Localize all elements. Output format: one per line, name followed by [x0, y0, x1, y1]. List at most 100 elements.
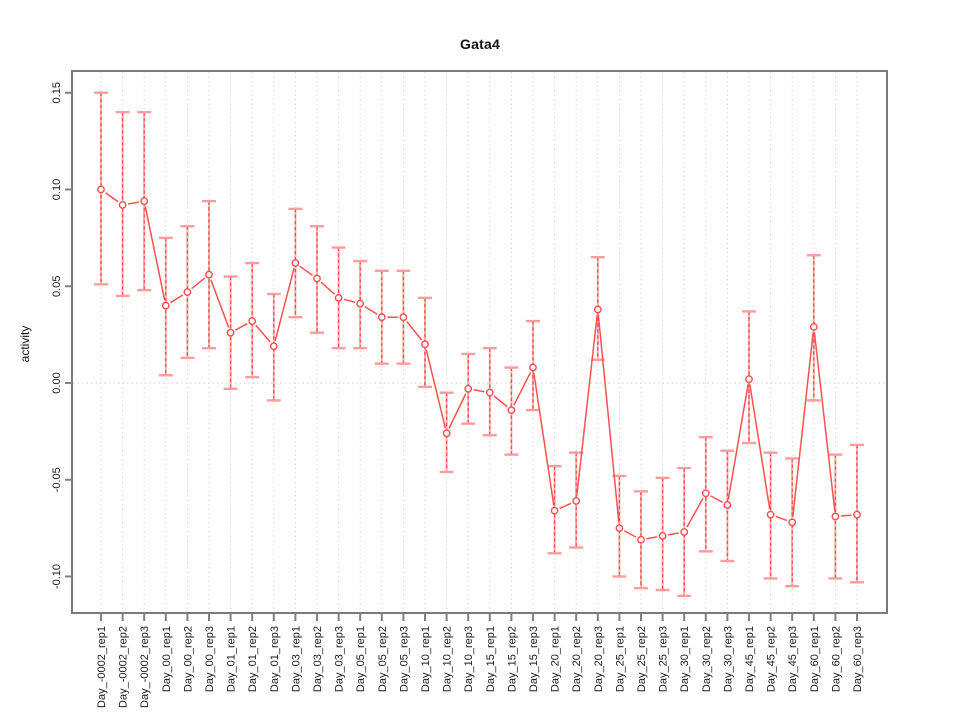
- data-point-marker: [313, 274, 321, 283]
- y-tick-label: 0.10: [51, 179, 63, 200]
- data-point-marker: [723, 501, 732, 509]
- x-tick-label: Day_05_rep1: [355, 626, 367, 692]
- series-segment: [533, 372, 555, 506]
- x-tick-label: Day_25_rep1: [614, 626, 626, 692]
- data-point-marker: [529, 363, 537, 372]
- x-tick-label: Day_45_rep1: [744, 626, 756, 692]
- data-point-marker: [788, 518, 797, 527]
- x-tick-label: Day_10_rep3: [463, 626, 475, 692]
- x-tick-label: Day_20_rep2: [571, 626, 583, 692]
- series-segment: [686, 497, 704, 528]
- series-segment: [343, 298, 356, 303]
- x-tick-label: Day_03_rep3: [334, 626, 346, 692]
- x-tick-label: Day_15_rep1: [485, 626, 497, 692]
- data-point-marker: [464, 384, 473, 393]
- series-segment: [274, 268, 295, 342]
- x-tick-label: Day_60_rep1: [809, 626, 821, 692]
- series-segment: [710, 495, 723, 503]
- data-point-marker: [853, 510, 861, 519]
- x-tick-label: Day_-0002_rep3: [139, 626, 151, 708]
- series-segment: [425, 349, 447, 429]
- series-segment: [235, 323, 248, 331]
- series-segment: [299, 265, 313, 276]
- series-segment: [364, 305, 378, 315]
- series-segment: [727, 384, 749, 500]
- y-tick-label: 0.15: [51, 82, 63, 103]
- y-tick-label: -0.05: [51, 467, 63, 492]
- data-point-marker: [593, 305, 602, 314]
- data-point-marker: [809, 322, 818, 331]
- x-tick-label: Day_45_rep3: [787, 626, 799, 692]
- x-tick-label: Day_20_rep1: [550, 626, 562, 692]
- series-segment: [792, 332, 814, 517]
- chart-title: Gata4: [460, 36, 500, 52]
- series-segment: [749, 384, 771, 510]
- x-tick-label: Day_60_rep3: [852, 626, 864, 692]
- x-tick-label: Day_-0002_rep1: [96, 626, 108, 708]
- data-point-marker: [334, 293, 343, 302]
- series-segment: [597, 314, 620, 523]
- data-point-marker: [766, 510, 775, 519]
- series-segment: [576, 314, 598, 496]
- x-tick-label: Day_01_rep2: [247, 626, 259, 692]
- data-point-marker: [291, 259, 300, 267]
- series-segment: [255, 324, 271, 343]
- x-tick-label: Day_15_rep3: [528, 626, 540, 692]
- series-segment: [105, 192, 119, 203]
- x-tick-label: Day_03_rep1: [290, 626, 302, 692]
- x-tick-label: Day_30_rep2: [701, 626, 713, 692]
- series-segment: [559, 502, 572, 510]
- data-point-marker: [745, 375, 753, 384]
- y-tick-label: -0.10: [51, 564, 63, 589]
- x-tick-label: Day_01_rep3: [269, 626, 281, 692]
- series-segment: [170, 294, 184, 304]
- series-segment: [840, 514, 852, 517]
- data-point-marker: [485, 388, 494, 397]
- series-segment: [623, 530, 637, 538]
- series-segment: [775, 515, 788, 522]
- data-point-marker: [701, 489, 710, 498]
- x-tick-label: Day_20_rep3: [593, 626, 605, 692]
- series-segment: [493, 395, 508, 408]
- data-point-marker: [269, 342, 278, 351]
- x-tick-label: Day_60_rep2: [830, 626, 842, 692]
- series-segment: [473, 389, 485, 393]
- series-segment: [513, 372, 532, 406]
- data-point-marker: [507, 406, 516, 414]
- data-point-marker: [118, 201, 127, 209]
- data-point-marker: [658, 531, 667, 540]
- x-tick-label: Day_25_rep2: [636, 626, 648, 692]
- data-point-marker: [550, 506, 559, 515]
- data-point-marker: [421, 340, 429, 349]
- y-tick-label: 0.00: [51, 372, 63, 393]
- data-point-marker: [637, 535, 645, 544]
- data-point-marker: [161, 301, 170, 310]
- x-tick-label: Day_45_rep2: [766, 626, 778, 692]
- data-point-marker: [226, 328, 235, 337]
- data-point-marker: [399, 313, 408, 322]
- series-segment: [813, 332, 836, 512]
- x-tick-label: Day_25_rep3: [658, 626, 670, 692]
- x-tick-label: Day_15_rep2: [506, 626, 518, 692]
- y-axis-label-text: activity: [18, 325, 32, 363]
- x-tick-label: Day_01_rep1: [226, 626, 238, 692]
- series-segment: [191, 277, 206, 290]
- data-point-marker: [572, 497, 581, 505]
- data-point-marker: [183, 288, 192, 296]
- x-tick-label: Day_00_rep3: [204, 626, 216, 692]
- x-tick-label: Day_00_rep1: [161, 626, 173, 692]
- x-tick-label: Day_30_rep1: [679, 626, 691, 692]
- x-tick-label: Day_-0002_rep2: [118, 626, 130, 708]
- data-point-marker: [377, 313, 386, 322]
- plot-box: [71, 70, 888, 614]
- x-tick-label: Day_30_rep3: [722, 626, 734, 692]
- x-tick-label: Day_05_rep2: [377, 626, 389, 692]
- series-segment: [667, 532, 679, 536]
- x-tick-label: Day_10_rep2: [442, 626, 454, 692]
- data-point-marker: [442, 429, 451, 438]
- x-tick-label: Day_00_rep2: [182, 626, 194, 692]
- data-point-marker: [615, 524, 624, 533]
- data-point-marker: [680, 528, 689, 536]
- x-tick-label: Day_05_rep3: [398, 626, 410, 692]
